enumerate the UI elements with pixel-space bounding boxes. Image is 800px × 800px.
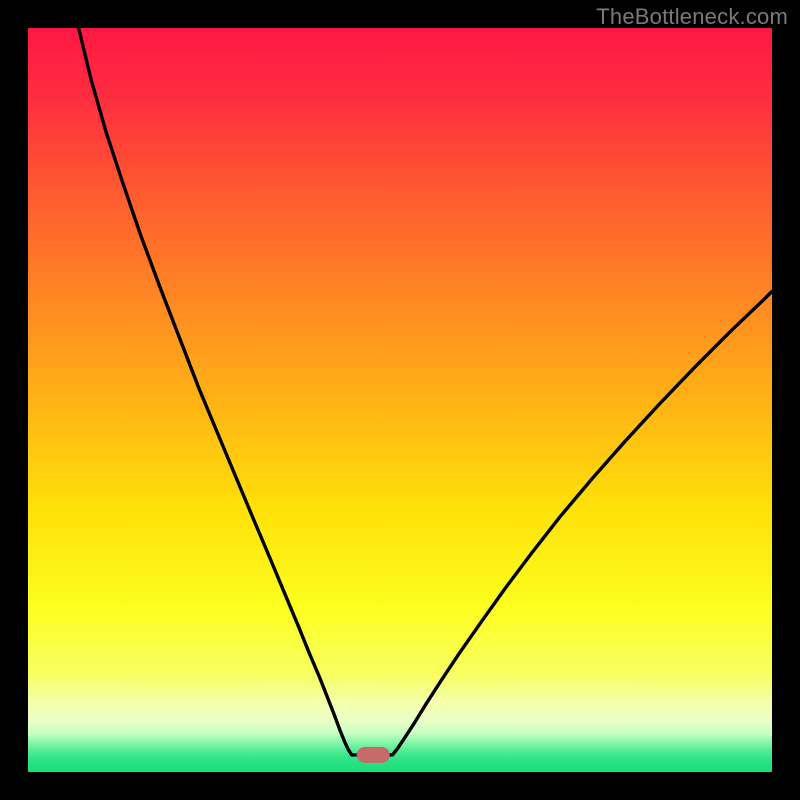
bottleneck-curve	[79, 28, 772, 755]
plot-area	[28, 28, 772, 772]
watermark-text: TheBottleneck.com	[596, 4, 788, 30]
chart-frame: TheBottleneck.com	[0, 0, 800, 800]
plot-svg	[28, 28, 772, 772]
optimal-marker	[357, 747, 390, 763]
